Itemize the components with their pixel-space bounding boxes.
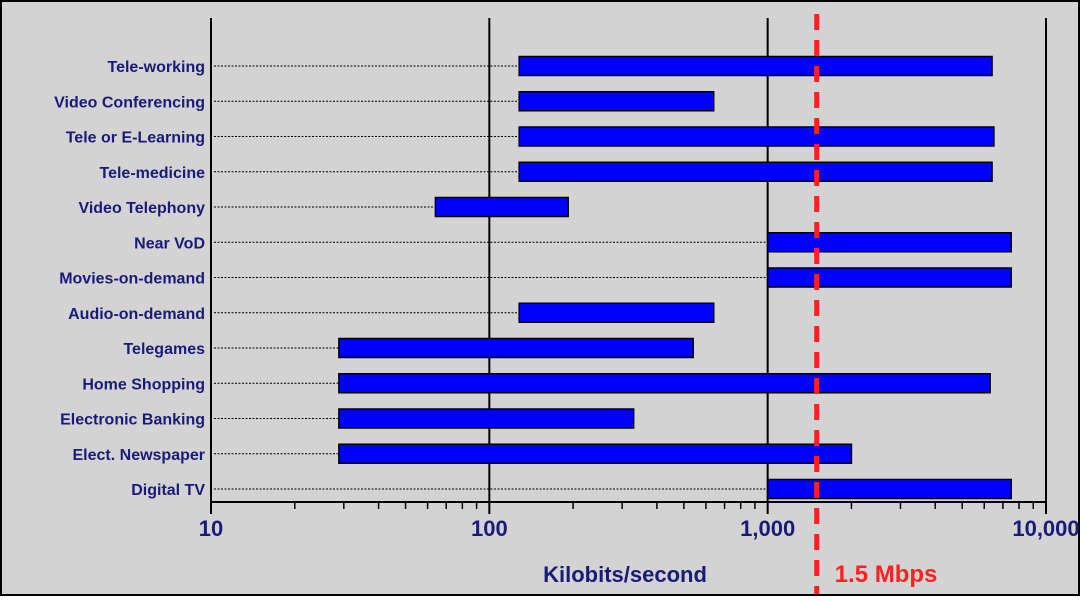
- category-label: Tele-medicine: [99, 165, 205, 182]
- category-labels: Tele-working Video Conferencing Tele or E-…: [54, 59, 205, 499]
- x-tick-label: 100: [471, 516, 508, 541]
- x-tick-label: 10,000: [1012, 516, 1079, 541]
- range-bar: [518, 302, 715, 323]
- category-label: Audio-on-demand: [68, 306, 205, 323]
- reference-line-label: 1.5 Mbps: [835, 561, 938, 588]
- x-axis-label: Kilobits/second: [543, 562, 707, 587]
- range-bar: [766, 232, 1012, 253]
- category-label: Video Telephony: [78, 200, 205, 217]
- x-tick-labels: 10 100 1,000 10,000: [199, 516, 1080, 541]
- bars: [338, 55, 1012, 500]
- range-bar: [338, 443, 853, 464]
- x-tick-label: 10: [199, 516, 223, 541]
- category-label: Tele-working: [108, 59, 206, 76]
- category-label: Home Shopping: [82, 376, 205, 393]
- category-label: Video Conferencing: [54, 94, 205, 111]
- range-bar: [518, 161, 993, 182]
- category-label: Near VoD: [134, 235, 205, 252]
- range-bar: [338, 373, 991, 394]
- category-label: Electronic Banking: [60, 412, 205, 429]
- range-bar: [518, 126, 995, 147]
- range-bar: [518, 91, 715, 112]
- category-label: Digital TV: [131, 482, 205, 499]
- category-label: Tele or E-Learning: [66, 130, 205, 147]
- x-tick-label: 1,000: [740, 516, 795, 541]
- category-label: Telegames: [123, 341, 205, 358]
- range-bar: [518, 55, 993, 77]
- range-bar: [434, 196, 569, 218]
- category-label: Elect. Newspaper: [73, 447, 206, 464]
- reference-line-group: 1.5 Mbps: [814, 14, 938, 594]
- range-bar: [766, 478, 1012, 500]
- leader-lines: [214, 65, 768, 490]
- range-bar: [338, 337, 694, 359]
- x-axis: [210, 18, 1047, 514]
- range-bar: [338, 408, 635, 429]
- category-label: Movies-on-demand: [59, 271, 205, 288]
- range-bar: [766, 267, 1012, 288]
